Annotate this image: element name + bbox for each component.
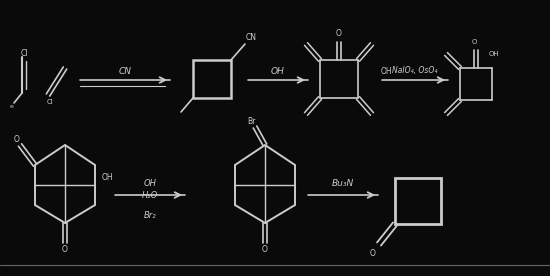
Text: O: O xyxy=(262,245,268,254)
Text: Bu₃N: Bu₃N xyxy=(332,179,354,189)
Text: OH: OH xyxy=(380,67,392,76)
Text: Cl: Cl xyxy=(20,49,28,57)
Text: Br₂: Br₂ xyxy=(144,211,156,219)
Text: O: O xyxy=(62,245,68,254)
Text: H₂O: H₂O xyxy=(142,192,158,200)
Bar xyxy=(193,60,231,98)
Bar xyxy=(395,178,441,224)
Text: OH: OH xyxy=(489,51,499,57)
Text: O: O xyxy=(471,39,477,45)
Text: CN: CN xyxy=(118,68,131,76)
Text: Cl: Cl xyxy=(47,99,53,105)
Text: O: O xyxy=(370,250,376,259)
Text: O: O xyxy=(336,30,342,38)
Text: e: e xyxy=(10,105,14,110)
Text: Br: Br xyxy=(247,116,255,126)
Text: NaIO₄, OsO₄: NaIO₄, OsO₄ xyxy=(392,65,438,75)
Text: CN: CN xyxy=(245,33,256,43)
Text: OH: OH xyxy=(271,68,285,76)
Text: OH: OH xyxy=(144,179,156,187)
Text: OH: OH xyxy=(101,172,113,182)
Text: O: O xyxy=(14,134,20,144)
